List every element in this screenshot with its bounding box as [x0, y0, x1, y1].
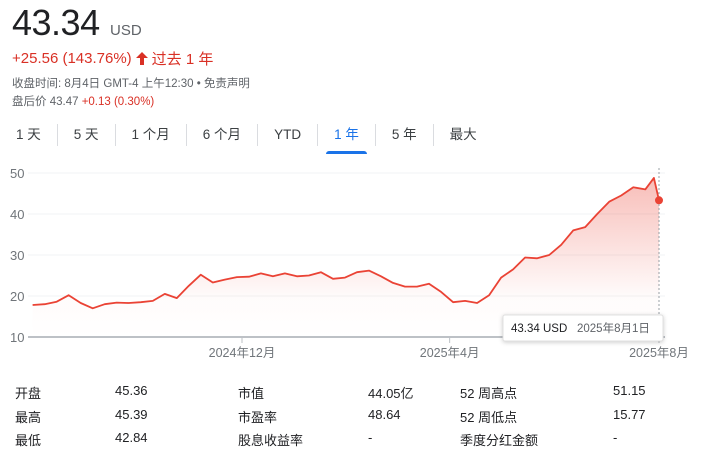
arrow-up-icon — [135, 52, 148, 65]
tooltip: 43.34 USD 2025年8月1日 — [502, 314, 664, 342]
y-tick-label: 30 — [10, 248, 24, 263]
y-tick-label: 40 — [10, 207, 24, 222]
tab-1y[interactable]: 1 年 — [318, 124, 376, 154]
stat-value: 45.39 — [115, 406, 148, 422]
after-hours-price: 43.47 — [49, 96, 79, 108]
tooltip-box — [502, 314, 664, 342]
close-time: 收盘时间: 8月4日 GMT-4 上午12:30 • 免责声明 — [12, 78, 250, 90]
stat-value: 45.36 — [115, 383, 148, 398]
tab-5d[interactable]: 5 天 — [58, 124, 116, 146]
stat-label: 市值 — [238, 386, 265, 401]
tab-5y[interactable]: 5 年 — [376, 124, 434, 146]
stat-label: 股息收益率 — [238, 433, 304, 448]
y-tick-label: 50 — [10, 166, 24, 181]
stat-label: 52 周高点 — [460, 386, 518, 401]
stats-table: 开盘 45.36 市值 44.05亿 52 周高点 51.15 最高 45.39 市盈率 48.6… — [15, 383, 705, 458]
current-price: 43.34 — [12, 2, 100, 43]
tab-ytd[interactable]: YTD — [258, 124, 319, 146]
price-chart[interactable]: 50 40 30 20 10 2024年12月 2025年4月 2025年8月 43.34 US… — [0, 160, 707, 365]
stat-label: 52 周低点 — [460, 409, 518, 425]
change-value: +25.56 (143.76%) — [12, 50, 132, 67]
hover-point — [655, 196, 663, 205]
currency: USD — [110, 22, 142, 39]
after-hours-change: +0.13 (0.30%) — [81, 96, 155, 108]
stat-label: 开盘 — [15, 386, 42, 401]
x-tick-label: 2024年12月 — [209, 346, 276, 360]
y-tick-label: 10 — [10, 330, 24, 345]
tooltip-date: 2025年8月1日 — [577, 321, 650, 335]
stat-value: 15.77 — [613, 406, 646, 422]
close-time-text: 收盘时间: 8月4日 GMT-4 上午12:30 — [12, 78, 194, 90]
after-hours-label: 盘后价 — [12, 96, 47, 108]
stat-value: 44.05亿 — [368, 386, 414, 401]
stat-label: 最低 — [15, 433, 42, 448]
x-tick-label: 2025年4月 — [420, 346, 480, 360]
change-period: 过去 1 年 — [151, 51, 214, 68]
x-tick-label: 2025年8月 — [629, 346, 689, 360]
y-tick-label: 20 — [10, 289, 24, 304]
stat-label: 最高 — [15, 409, 42, 425]
tooltip-value: 43.34 USD — [511, 323, 567, 335]
area-fill — [32, 177, 660, 337]
stat-label: 市盈率 — [238, 409, 278, 425]
stat-value: - — [368, 430, 373, 445]
stat-value: 42.84 — [115, 430, 148, 445]
stat-label: 季度分红金额 — [460, 433, 539, 448]
price-change: +25.56 (143.76%) 过去 1 年 — [12, 48, 213, 69]
stat-value: - — [613, 430, 618, 445]
series-line — [32, 177, 660, 310]
tab-6m[interactable]: 6 个月 — [187, 124, 259, 146]
disclaimer-link[interactable]: 免责声明 — [203, 78, 250, 90]
stat-value: 48.64 — [368, 406, 401, 422]
range-tabs: 1 天 5 天 1 个月 6 个月 YTD 1 年 5 年 最大 — [0, 124, 493, 154]
stat-value: 51.15 — [613, 383, 646, 398]
after-hours: 盘后价 43.47 +0.13 (0.30%) — [12, 93, 154, 109]
tab-1m[interactable]: 1 个月 — [116, 124, 187, 146]
tab-1d[interactable]: 1 天 — [0, 124, 58, 146]
tab-max[interactable]: 最大 — [449, 127, 477, 142]
